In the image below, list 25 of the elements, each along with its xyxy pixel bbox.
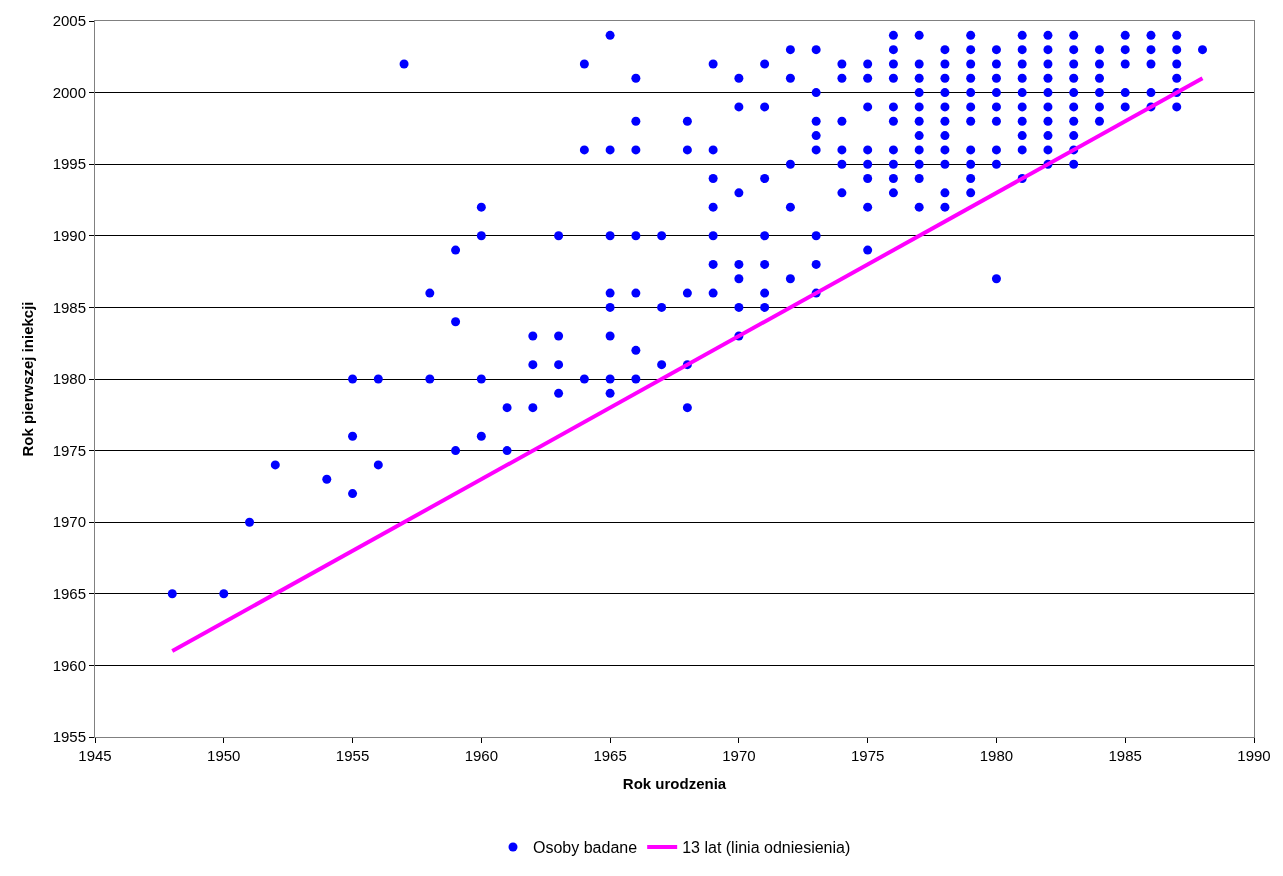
- legend-label: 13 lat (linia odniesienia): [682, 839, 851, 857]
- x-tick-label: 1990: [1237, 747, 1271, 764]
- y-tick-label: 1995: [52, 155, 86, 173]
- x-tick-label: 1975: [850, 747, 885, 764]
- y-tick-label: 2005: [52, 12, 86, 30]
- y-tick-label: 1955: [52, 728, 86, 746]
- x-axis-title: Rok urodzenia: [622, 775, 727, 792]
- y-tick-label: 1985: [52, 298, 86, 316]
- y-tick-label: 1960: [52, 656, 86, 674]
- x-tick-label: 1945: [78, 747, 112, 764]
- x-tick-label: 1965: [593, 747, 627, 764]
- x-tick-label: 1950: [207, 747, 241, 764]
- y-tick-label: 1965: [52, 585, 86, 603]
- x-tick-label: 1970: [722, 747, 756, 764]
- x-tick-label: 1985: [1108, 747, 1142, 764]
- y-tick-label: 1970: [52, 513, 86, 531]
- x-tick-label: 1980: [979, 747, 1014, 764]
- y-tick-label: 1980: [52, 370, 86, 388]
- y-tick-label: 1975: [52, 441, 86, 459]
- legend-label: Osoby badane: [533, 839, 638, 857]
- x-tick-label: 1960: [464, 747, 499, 764]
- y-axis-title: Rok pierwszej iniekcji: [18, 301, 36, 457]
- x-tick-label: 1955: [335, 747, 370, 764]
- y-tick-label: 2000: [52, 83, 86, 101]
- y-tick-label: 1990: [52, 227, 86, 245]
